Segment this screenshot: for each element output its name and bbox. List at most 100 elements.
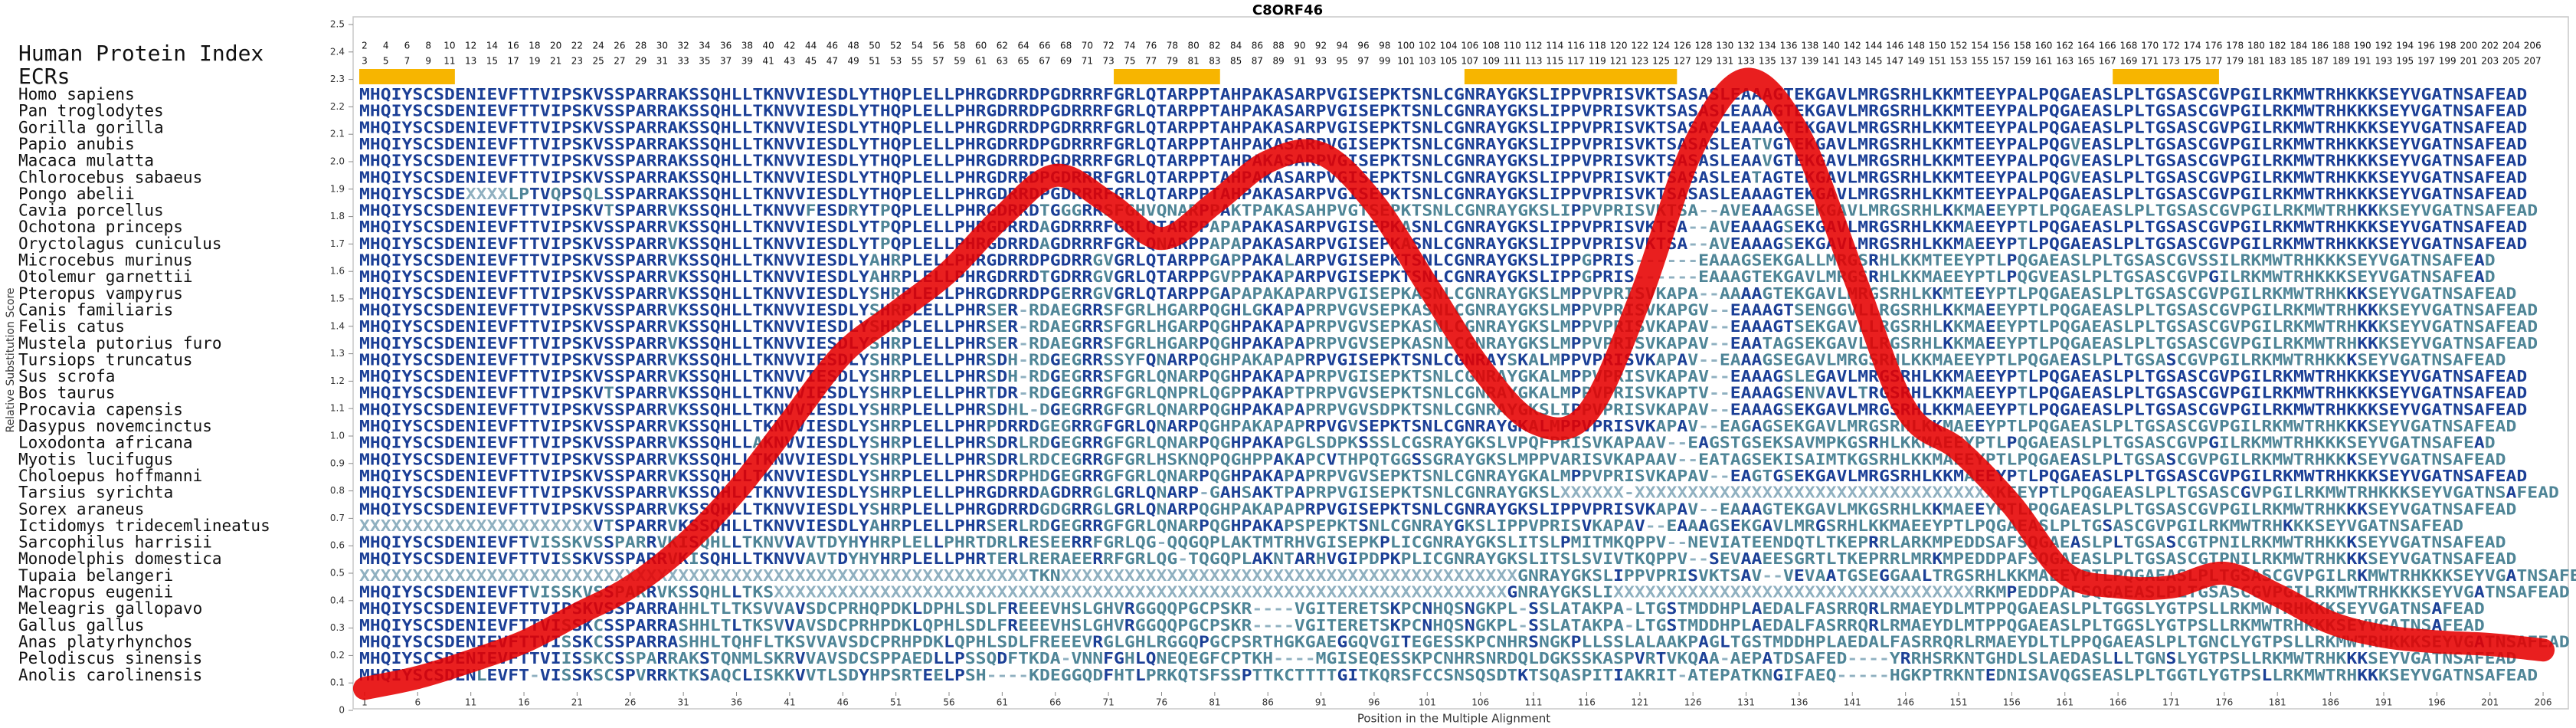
sequence-run: S — [987, 400, 997, 418]
sequence-run: TKS — [741, 582, 774, 601]
sequence-run: EYPTLPQGAEASLPLTGSASCGVPGILRKMWTRH — [1996, 317, 2358, 336]
sequence-run: RDAEG — [1029, 300, 1082, 319]
sequence: MHQIYSCSDENIEVFTTVIPSKVSSPARRAKSSQHLLTKN… — [359, 118, 2527, 136]
sequence-run: K — [1517, 665, 1528, 684]
sequence-run: KSEYVGATNSAFEAD — [2378, 317, 2538, 336]
sequence-run: R — [891, 466, 902, 484]
sequence-run: DR — [997, 433, 1019, 451]
sequence-run: A — [2431, 599, 2442, 618]
sequence-run: KK — [2357, 201, 2378, 219]
protein-index-number: 20 — [550, 41, 561, 51]
sequence-run: GV — [1092, 267, 1114, 286]
sequence-run: V — [667, 251, 678, 269]
protein-index-number: 95 — [1337, 56, 1348, 67]
sequence-run: S — [869, 350, 880, 369]
sequence-run: EEYP — [1975, 400, 2017, 418]
protein-index-number: 63 — [997, 56, 1008, 67]
sequence-run: V — [636, 665, 646, 684]
sequence-run: NT — [1273, 549, 1295, 568]
sequence-run: A — [1039, 218, 1050, 236]
sequence-run: HQS — [1432, 599, 1465, 618]
sequence: MHQIYSCSDENIEVFTTVIPSKVSSPARRAKSSQHLLTKN… — [359, 151, 2527, 169]
sequence-run: MHQIYSCSDENIEVFTTVIPSKVSSPARR — [359, 300, 668, 319]
sequence-run: G — [1050, 350, 1061, 369]
sequence-run: RR — [1072, 533, 1094, 551]
sequence-run: N — [1157, 500, 1167, 518]
sequence-run: -- — [1709, 317, 1730, 336]
sequence-run: V — [667, 201, 678, 219]
sequence-run: GDRR — [1050, 483, 1094, 501]
sequence-run: LICGNRAYGKSLITSL — [1390, 533, 1560, 551]
sequence-run: VGITERETS — [1295, 599, 1390, 618]
sequence-run: EKGAVLMRGSRHLKKM — [1794, 218, 1964, 236]
sequence-run: EA — [1720, 500, 1741, 518]
protein-index-number: 82 — [1209, 41, 1220, 51]
sequence-run: NLCGNRAY — [1369, 516, 1454, 534]
y-tick-label: 0.4 — [330, 595, 345, 605]
sequence-run: PAR — [614, 533, 647, 551]
sequence-run: RPVGISEPKTSNLCGNRAYGKSLIPPVPRISVK — [1305, 500, 1656, 518]
sequence-run: H — [880, 549, 891, 568]
sequence-run: SFGRLQNAR — [1103, 367, 1200, 385]
sequence-run: DRRD — [997, 417, 1039, 435]
sequence-run: SE — [987, 516, 1008, 534]
sequence-run: MTE — [1943, 284, 1975, 302]
sequence-run: GCPSRTHGKGAE — [1209, 632, 1337, 651]
sequence-run: VKQ — [1666, 649, 1698, 667]
sequence-run: A — [1751, 599, 1762, 618]
sequence: MHQIYSCSDENIEVFTTVI SSK CSSPARRA SHHLTQHFLT… — [359, 632, 2570, 651]
protein-index-number: 51 — [869, 56, 880, 67]
protein-index-number: 191 — [2354, 56, 2371, 67]
sequence-run: ILRKMWTRHKKKSEYVGATNSAFE — [2219, 433, 2474, 451]
sequence-run: P — [1284, 466, 1295, 484]
sequence-run: LG — [1242, 300, 1263, 319]
sequence-run: S — [614, 649, 625, 667]
protein-index-number: 54 — [912, 41, 923, 51]
protein-index-number: 117 — [1567, 56, 1585, 67]
x-tick-label: 41 — [784, 697, 795, 708]
sequence-run: VPGILRKMWTRHKKKSEYVGATNS — [2251, 483, 2506, 501]
species-name: Canis familiaris — [18, 300, 173, 319]
sequence-run: L — [1921, 566, 1932, 584]
sequence-run: R — [891, 400, 902, 418]
sequence-run: KSSQHLL — [678, 433, 752, 451]
sequence-run: KMA — [1953, 333, 1985, 352]
sequence-run: S — [869, 367, 880, 385]
sequence-run: GT — [1752, 466, 1773, 484]
sequence-run: K — [1284, 450, 1295, 468]
sequence-run: P — [880, 201, 891, 219]
sequence-run: SPARR — [614, 383, 668, 402]
sequence-run: MHQIYSCSDE — [359, 184, 466, 202]
sequence-run: M — [1550, 350, 1560, 369]
x-tick-label: 161 — [2056, 697, 2074, 708]
protein-index-number: 203 — [2481, 56, 2499, 67]
sequence-run: QG — [1209, 300, 1231, 319]
species-name: Pongo abelii — [18, 185, 135, 203]
sequence-run: A — [1295, 450, 1305, 468]
protein-index-number: 78 — [1167, 41, 1178, 51]
sequence-run: K — [2346, 350, 2357, 369]
sequence-run: EYPTLPQGAEASLPLTGSASCGVPGILRKMWTRH — [1996, 300, 2358, 319]
protein-index-number: 162 — [2056, 41, 2074, 51]
protein-index-number: 76 — [1145, 41, 1157, 51]
protein-index-number: 43 — [784, 56, 795, 67]
protein-index-number: 89 — [1272, 56, 1284, 67]
sequence-run: A — [1698, 516, 1709, 534]
sequence-run: V — [667, 317, 678, 336]
sequence-run: SRHLKKMAEEYPTLPQGAEASLPLTG — [1826, 516, 2103, 534]
protein-index-number: 150 — [1929, 41, 1946, 51]
protein-index-number: 131 — [1716, 56, 1733, 67]
sequence-run: PS — [561, 184, 583, 202]
sequence: MHQIYSCSDENIEVFTTVIPSKVSSPARR VKSSQHLLTKN… — [359, 500, 2516, 518]
protein-index-number: 184 — [2290, 41, 2308, 51]
sequence-run: S — [561, 632, 572, 651]
species-name: Myotis lucifugus — [18, 450, 173, 468]
sequence-run: V — [2070, 168, 2081, 186]
sequence-run: QG — [1209, 367, 1231, 385]
sequence-run: SEYVGATNSAFEAD — [2368, 417, 2516, 435]
sequence-run: PAKA — [1242, 383, 1284, 402]
sequence-run: VGITERETS — [1295, 615, 1390, 634]
sequence: MHQIYSCSDENIEVFTTVIPSKVSSPARR VKSSQHLLTKN… — [359, 234, 2527, 252]
sequence-run: R — [891, 516, 902, 534]
sequence-run: GTEKGAVLMKGSRHLK — [1762, 500, 1932, 518]
